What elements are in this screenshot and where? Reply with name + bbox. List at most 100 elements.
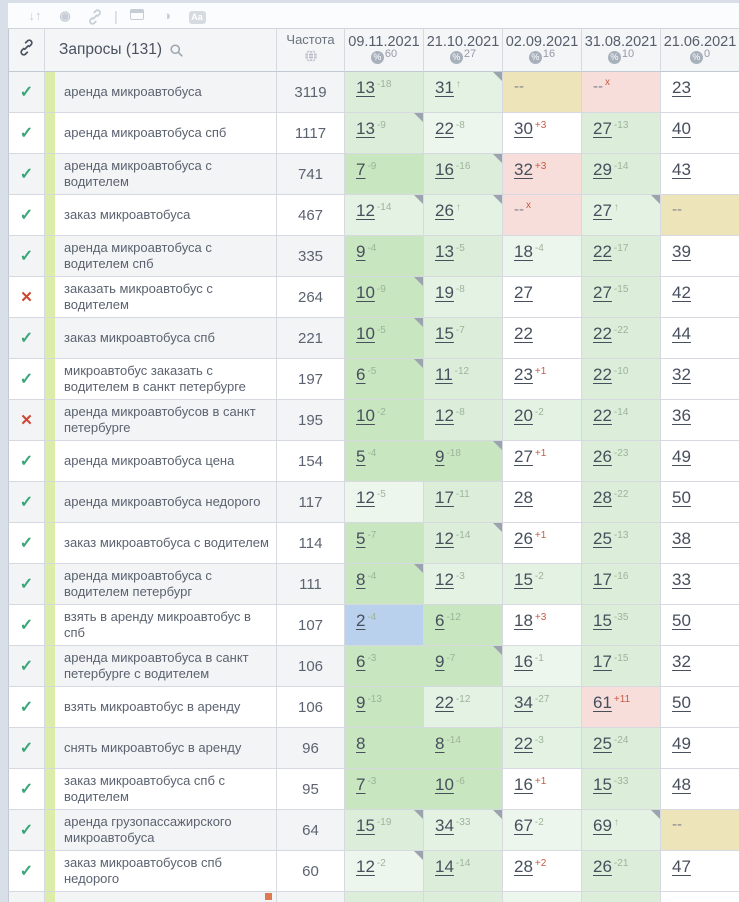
link-icon[interactable]: [80, 3, 110, 28]
position-link[interactable]: 32: [672, 652, 691, 671]
position-link[interactable]: 25: [593, 529, 612, 548]
position-link[interactable]: 34: [435, 816, 454, 835]
font-case-icon[interactable]: Aa: [182, 3, 212, 28]
query-link[interactable]: снять микроавтобус в аренду: [64, 739, 242, 755]
position-link[interactable]: 50: [672, 693, 691, 712]
position-link[interactable]: 26: [514, 529, 533, 548]
position-link[interactable]: 12: [356, 857, 375, 876]
query-link[interactable]: взять в аренду микроавтобус в спб: [64, 608, 251, 640]
position-link[interactable]: 42: [672, 283, 691, 302]
check-icon[interactable]: ✓: [19, 781, 34, 798]
position-link[interactable]: 50: [672, 611, 691, 630]
position-link[interactable]: 15: [593, 775, 612, 794]
contrast-icon[interactable]: ◑: [163, 8, 171, 23]
position-link[interactable]: 15: [514, 570, 533, 589]
position-link[interactable]: 61: [593, 693, 612, 712]
position-link[interactable]: 9: [435, 447, 445, 466]
position-link[interactable]: 13: [356, 119, 375, 138]
position-link[interactable]: 44: [672, 324, 691, 343]
position-link[interactable]: 16: [514, 775, 533, 794]
position-link[interactable]: 50: [672, 488, 691, 507]
header-date-cell[interactable]: 09.11.2021% 60: [345, 29, 424, 72]
check-icon[interactable]: ✓: [19, 494, 34, 511]
record-icon[interactable]: ◉: [59, 8, 71, 23]
position-link[interactable]: 12: [356, 201, 375, 220]
position-link[interactable]: 17: [435, 488, 454, 507]
position-link[interactable]: 23: [672, 78, 691, 97]
position-link[interactable]: 17: [593, 570, 612, 589]
position-link[interactable]: 28: [514, 488, 533, 507]
query-link[interactable]: аренда микроавтобуса с водителем: [64, 157, 212, 189]
position-link[interactable]: 32: [514, 160, 533, 179]
position-link[interactable]: 20: [514, 406, 533, 425]
position-link[interactable]: 27: [593, 201, 612, 220]
position-link[interactable]: 12: [435, 406, 454, 425]
position-link[interactable]: 31: [435, 78, 454, 97]
position-link[interactable]: 49: [672, 447, 691, 466]
position-link[interactable]: 33: [672, 570, 691, 589]
position-link[interactable]: 7: [356, 775, 366, 794]
position-link[interactable]: 27: [593, 119, 612, 138]
position-link[interactable]: 69: [593, 816, 612, 835]
query-link[interactable]: аренда микроавтобуса в санкт петербурге …: [64, 649, 249, 681]
header-date-cell[interactable]: 31.08.2021% 10: [582, 29, 661, 72]
position-link[interactable]: 48: [672, 775, 691, 794]
sort-icon[interactable]: ↓↑: [28, 8, 42, 23]
check-icon[interactable]: ✓: [19, 207, 34, 224]
check-icon[interactable]: ✓: [19, 84, 34, 101]
check-icon[interactable]: ✓: [19, 371, 34, 388]
position-link[interactable]: 16: [435, 160, 454, 179]
query-link[interactable]: заказ микроавтобуса спб: [64, 329, 215, 345]
position-link[interactable]: 5: [356, 529, 366, 548]
header-date-cell[interactable]: 21.06.2021% 0: [661, 29, 739, 72]
position-link[interactable]: 47: [672, 857, 691, 876]
position-link[interactable]: 28: [514, 857, 533, 876]
check-icon[interactable]: ✓: [19, 699, 34, 716]
position-link[interactable]: 22: [593, 406, 612, 425]
check-icon[interactable]: ✓: [19, 863, 34, 880]
query-link[interactable]: аренда микроавтобуса с водителем петербу…: [64, 567, 212, 599]
position-link[interactable]: 38: [672, 529, 691, 548]
position-link[interactable]: 15: [435, 324, 454, 343]
position-link[interactable]: 27: [514, 283, 533, 302]
position-link[interactable]: 2: [356, 611, 366, 630]
query-link[interactable]: взять микроавтобус в аренду: [64, 698, 241, 714]
position-link[interactable]: 27: [514, 447, 533, 466]
position-link[interactable]: 7: [356, 160, 366, 179]
position-link[interactable]: 28: [593, 488, 612, 507]
query-link[interactable]: заказ микроавтобуса: [64, 206, 191, 222]
position-link[interactable]: 5: [356, 447, 366, 466]
position-link[interactable]: 19: [435, 283, 454, 302]
position-link[interactable]: 26: [435, 201, 454, 220]
position-link[interactable]: 6: [356, 652, 366, 671]
position-link[interactable]: 11: [435, 365, 453, 384]
check-icon[interactable]: ✓: [19, 617, 34, 634]
position-link[interactable]: 8: [435, 734, 445, 753]
position-link[interactable]: 43: [672, 160, 691, 179]
query-link[interactable]: аренда микроавтобуса спб: [64, 124, 227, 140]
cross-icon[interactable]: ✕: [20, 412, 33, 429]
check-icon[interactable]: ✓: [19, 125, 34, 142]
check-icon[interactable]: ✓: [19, 535, 34, 552]
position-link[interactable]: 27: [593, 283, 612, 302]
position-link[interactable]: 18: [514, 611, 533, 630]
window-icon[interactable]: [122, 3, 152, 28]
position-link[interactable]: 22: [593, 324, 612, 343]
header-date-cell[interactable]: 02.09.2021% 16: [503, 29, 582, 72]
position-link[interactable]: 10: [435, 775, 454, 794]
query-link[interactable]: заказ микроавтобусов спб недорого: [64, 854, 222, 886]
query-link[interactable]: заказ микроавтобуса спб с водителем: [64, 772, 226, 804]
query-link[interactable]: аренда микроавтобуса с водителем спб: [64, 239, 212, 271]
position-link[interactable]: 8: [356, 570, 366, 589]
header-frequency-cell[interactable]: Частота: [277, 29, 345, 72]
query-link[interactable]: микроавтобус заказать с водителем в санк…: [64, 362, 246, 394]
position-link[interactable]: 6: [435, 611, 445, 630]
check-icon[interactable]: ✓: [19, 658, 34, 675]
position-link[interactable]: 22: [593, 365, 612, 384]
position-link[interactable]: 22: [514, 324, 533, 343]
position-link[interactable]: 22: [435, 119, 454, 138]
position-link[interactable]: 6: [356, 365, 366, 384]
search-icon[interactable]: [169, 43, 184, 58]
position-link[interactable]: 14: [435, 857, 454, 876]
check-icon[interactable]: ✓: [19, 166, 34, 183]
